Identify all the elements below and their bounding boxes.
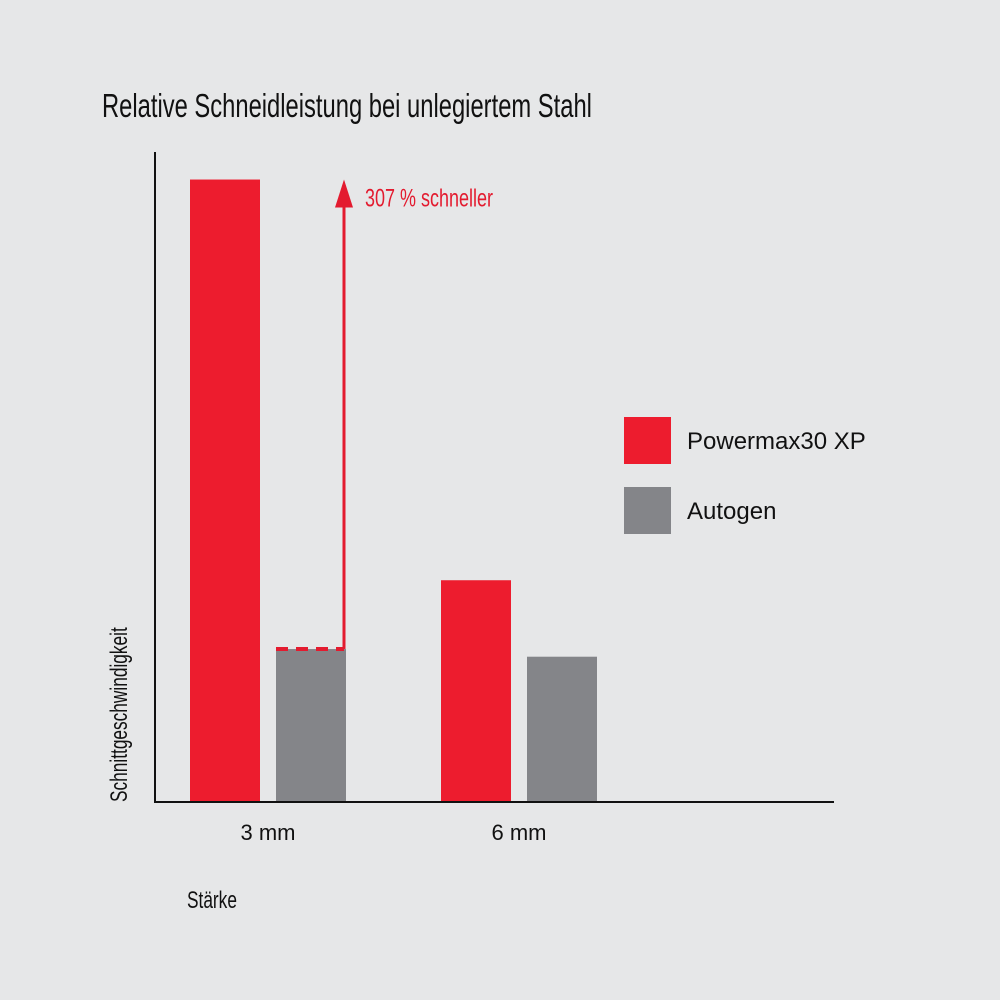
x-tick-label-1: 3 mm (241, 820, 296, 845)
legend-swatch-autogen (624, 487, 671, 534)
annotation-arrow-head (335, 179, 353, 208)
annotation-label: 307 % schneller (365, 184, 493, 213)
legend-label-powermax: Powermax30 XP (687, 428, 866, 455)
legend: Powermax30 XP Autogen (624, 417, 866, 534)
bars-group (190, 179, 597, 802)
legend-label-autogen: Autogen (687, 498, 776, 525)
bar-powermax-1 (190, 179, 260, 802)
bar-powermax-2 (441, 580, 511, 802)
bar-autogen-2 (527, 656, 597, 802)
x-ticks: 3 mm 6 mm (241, 820, 547, 845)
annotation-group: 307 % schneller (276, 179, 493, 652)
chart-title: Relative Schneidleistung bei unlegiertem… (102, 88, 592, 125)
y-axis-label: Schnittgeschwindigkeit (106, 627, 132, 802)
x-tick-label-2: 6 mm (492, 820, 547, 845)
x-axis-label: Stärke (187, 887, 237, 913)
legend-swatch-powermax (624, 417, 671, 464)
bar-autogen-1 (276, 649, 346, 802)
